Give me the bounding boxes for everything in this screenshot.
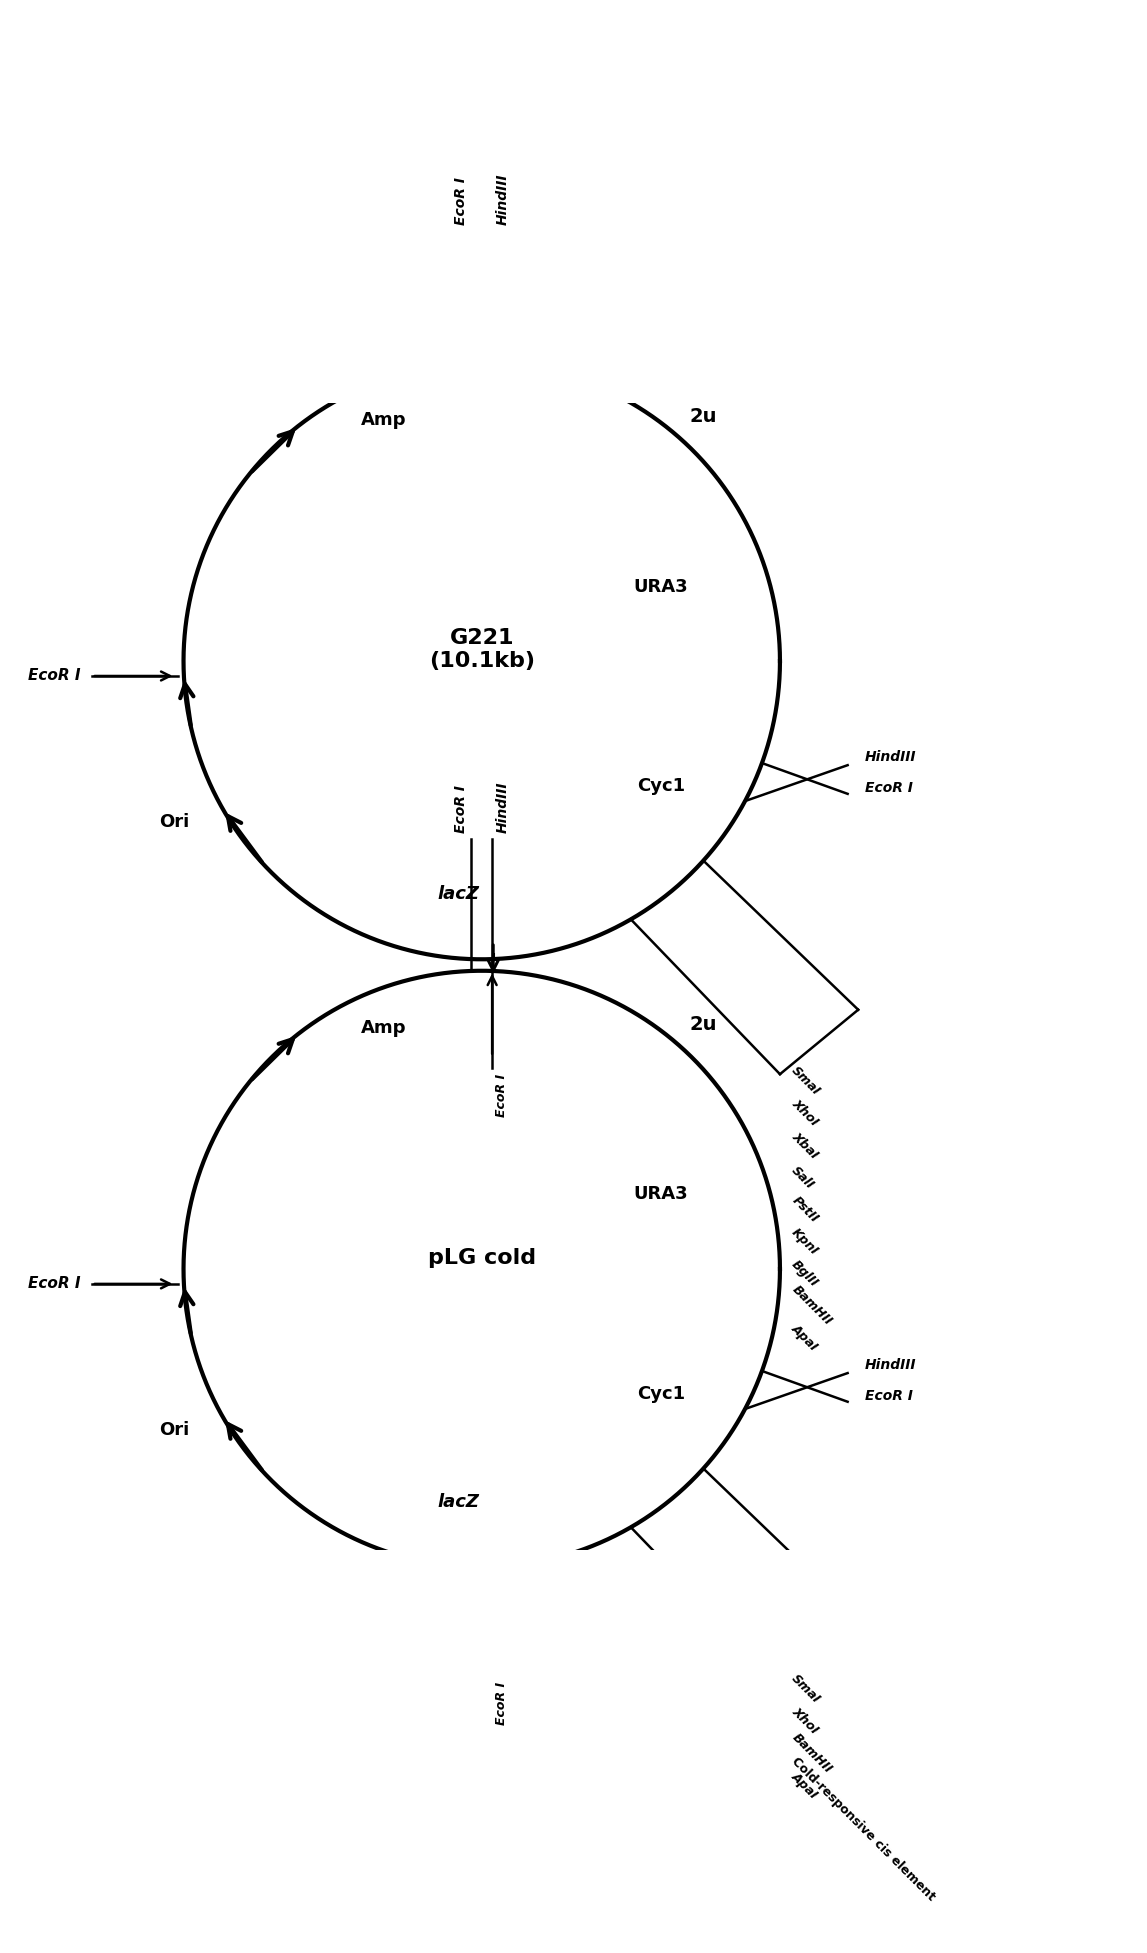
- Text: SmaI: SmaI: [789, 1064, 824, 1098]
- Text: Cold-responsive cis element: Cold-responsive cis element: [789, 1754, 938, 1904]
- Text: lacZ: lacZ: [437, 1492, 478, 1510]
- Text: XhoI: XhoI: [789, 1098, 821, 1129]
- Text: EcoR I: EcoR I: [865, 1389, 913, 1402]
- Text: HindIII: HindIII: [865, 750, 916, 764]
- Text: EcoR I: EcoR I: [494, 1074, 508, 1117]
- Text: lacZ: lacZ: [437, 885, 478, 902]
- Text: URA3: URA3: [633, 1185, 688, 1203]
- Text: HindIII: HindIII: [865, 1357, 916, 1373]
- Text: SmaI: SmaI: [789, 1672, 824, 1707]
- Text: EcoR I: EcoR I: [454, 785, 468, 834]
- Text: ApaI: ApaI: [789, 1769, 821, 1801]
- Text: 2u: 2u: [689, 406, 717, 426]
- Text: BglII: BglII: [789, 1258, 821, 1289]
- Text: SalI: SalI: [789, 1164, 817, 1191]
- Text: HindIII: HindIII: [496, 174, 509, 225]
- Text: 2u: 2u: [689, 1016, 717, 1033]
- Text: PstII: PstII: [789, 1193, 820, 1225]
- Text: Cyc1: Cyc1: [637, 777, 685, 795]
- Text: Amp: Amp: [361, 412, 407, 430]
- Text: Cyc1: Cyc1: [637, 1385, 685, 1404]
- Text: Ori: Ori: [158, 812, 189, 830]
- Text: BamHII: BamHII: [789, 1730, 834, 1775]
- Text: ApaI: ApaI: [789, 1322, 821, 1353]
- Text: pLG cold: pLG cold: [428, 1248, 536, 1267]
- Text: EcoR I: EcoR I: [494, 1682, 508, 1724]
- Text: KpnI: KpnI: [789, 1226, 821, 1258]
- Text: EcoR I: EcoR I: [865, 781, 913, 795]
- Text: Amp: Amp: [361, 1019, 407, 1037]
- Text: URA3: URA3: [633, 578, 688, 596]
- Text: BamHII: BamHII: [789, 1283, 834, 1328]
- Text: EcoR I: EcoR I: [28, 1277, 80, 1291]
- Text: Ori: Ori: [158, 1420, 189, 1439]
- Text: EcoR I: EcoR I: [454, 178, 468, 225]
- Text: HindIII: HindIII: [496, 781, 509, 834]
- Text: G221
(10.1kb): G221 (10.1kb): [429, 629, 535, 672]
- Text: EcoR I: EcoR I: [28, 668, 80, 684]
- Text: XbaI: XbaI: [789, 1129, 821, 1162]
- Text: XhoI: XhoI: [789, 1705, 821, 1736]
